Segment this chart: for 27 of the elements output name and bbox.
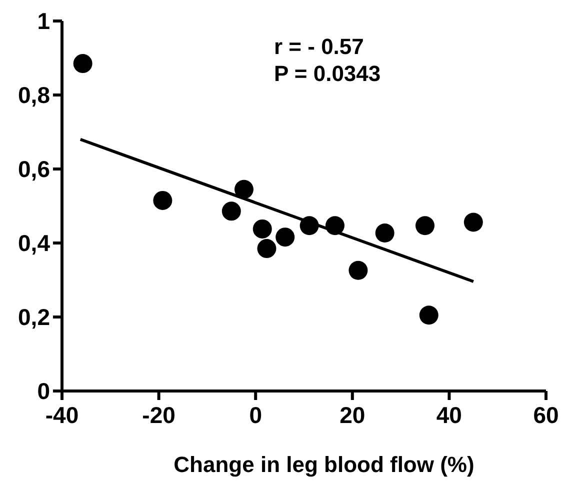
point: [153, 190, 172, 210]
annotation: r = - 0.57: [274, 34, 364, 59]
point: [252, 219, 272, 238]
y-tick-label: 0,8: [18, 82, 50, 108]
y-tick-label: 0,6: [18, 156, 50, 182]
x-axis-title: Change in leg blood flow (%): [174, 452, 474, 477]
point: [375, 224, 394, 243]
y-tick-label: 1: [37, 8, 50, 34]
point: [464, 212, 483, 232]
point: [257, 239, 276, 258]
y-tick-label: 0: [37, 378, 50, 404]
point: [419, 306, 438, 325]
x-tick-label: -20: [142, 402, 176, 428]
x-tick-label: 60: [533, 402, 559, 428]
y-tick-label: 0,2: [18, 304, 50, 330]
annotation: P = 0.0343: [274, 61, 381, 86]
x-tick-label: 0: [249, 402, 262, 428]
point: [276, 228, 295, 247]
x-tick-label: 20: [340, 402, 366, 428]
point: [73, 54, 92, 74]
point: [416, 216, 434, 236]
x-tick-label: 40: [436, 402, 462, 428]
point: [234, 180, 254, 199]
point: [222, 202, 241, 221]
y-tick-label: 0,4: [18, 230, 50, 256]
point: [348, 260, 368, 280]
x-tick-label: -40: [45, 402, 79, 428]
